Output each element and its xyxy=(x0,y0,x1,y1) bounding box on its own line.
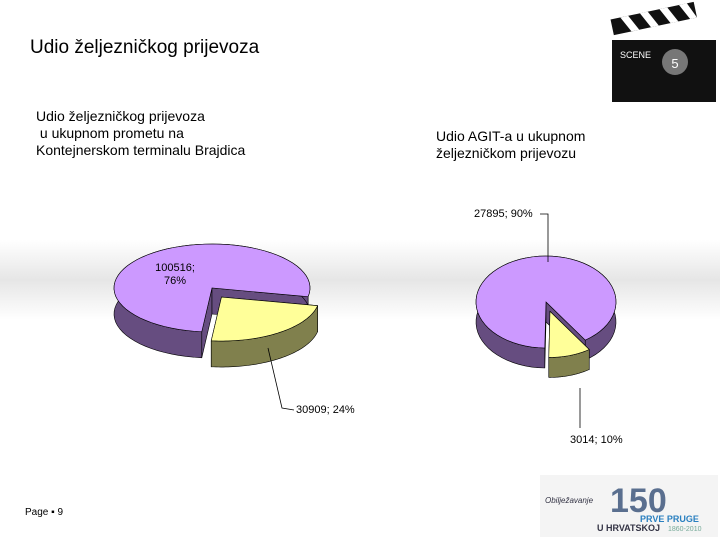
logo-text: Obilježavanje xyxy=(545,496,594,505)
clapperboard: SCENE 5 xyxy=(610,1,716,102)
chart-title: Udio željezničkog prijevoza xyxy=(36,108,205,124)
logo-text: PRVE PRUGE xyxy=(640,514,699,524)
pie-slice xyxy=(475,255,617,349)
pie-slice xyxy=(113,243,311,333)
leader-line xyxy=(540,213,549,262)
logo-number: 150 xyxy=(610,482,667,520)
chart-title: u ukupnom prometu na xyxy=(36,125,184,141)
chart-title: Udio AGIT-a u ukupnom xyxy=(436,128,586,144)
logo: 150 Obilježavanje PRVE PRUGE U HRVATSKOJ… xyxy=(540,475,718,537)
data-label: 100516; 76% xyxy=(155,262,195,287)
pie-slice xyxy=(548,310,590,358)
chart-title: Kontejnerskom terminalu Brajdica xyxy=(36,142,246,158)
slide-title: Udio željezničkog prijevoza xyxy=(30,37,260,58)
data-label: 27895; 90% xyxy=(474,208,533,220)
scene-label: SCENE xyxy=(620,50,651,60)
chart-title: željezničkom prijevozu xyxy=(436,145,577,161)
logo-text: 1860-2010 xyxy=(668,526,702,533)
pie-slice xyxy=(210,296,319,342)
logo-text: U HRVATSKOJ xyxy=(597,523,660,533)
page-number: Page ▪ 9 xyxy=(25,507,63,518)
leader-line xyxy=(267,347,295,411)
data-label: 30909; 24% xyxy=(296,404,355,416)
data-label: 3014; 10% xyxy=(570,434,623,446)
scene-number: 5 xyxy=(671,56,678,71)
